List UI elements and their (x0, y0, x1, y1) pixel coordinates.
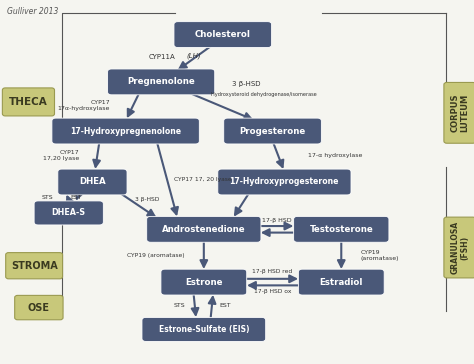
Text: (LH): (LH) (186, 52, 201, 59)
Text: STS: STS (173, 303, 185, 308)
Text: 17-α hydroxylase: 17-α hydroxylase (308, 153, 363, 158)
Text: STS: STS (41, 195, 53, 200)
Text: STROMA: STROMA (11, 261, 57, 271)
Text: Cholesterol: Cholesterol (195, 30, 251, 39)
Text: 17-β HSD red: 17-β HSD red (253, 269, 292, 274)
Text: THECA: THECA (9, 97, 48, 107)
Text: DHEA-S: DHEA-S (52, 209, 86, 217)
FancyBboxPatch shape (299, 269, 384, 295)
FancyBboxPatch shape (58, 169, 127, 195)
FancyBboxPatch shape (161, 269, 246, 295)
Text: Testosterone: Testosterone (310, 225, 373, 234)
FancyBboxPatch shape (34, 201, 103, 225)
Text: Estradiol: Estradiol (319, 278, 363, 286)
FancyBboxPatch shape (174, 21, 272, 47)
Text: 3 β-HSD: 3 β-HSD (232, 81, 261, 87)
Text: Hydroxysteroid dehydrogenase/isomerase: Hydroxysteroid dehydrogenase/isomerase (211, 92, 317, 97)
FancyBboxPatch shape (2, 88, 55, 116)
FancyBboxPatch shape (444, 83, 474, 143)
Text: 3 β-HSD: 3 β-HSD (135, 197, 159, 202)
Text: 17-Hydroxypregnenolone: 17-Hydroxypregnenolone (70, 127, 181, 135)
FancyBboxPatch shape (444, 217, 474, 278)
Text: CYP17
17,20 lyase: CYP17 17,20 lyase (44, 150, 80, 161)
Text: Estrone: Estrone (185, 278, 223, 286)
FancyBboxPatch shape (147, 216, 261, 242)
Text: 17-β HSD ox: 17-β HSD ox (254, 289, 291, 294)
FancyBboxPatch shape (6, 253, 63, 279)
Text: Estrone-Sulfate (EIS): Estrone-Sulfate (EIS) (159, 325, 249, 334)
FancyBboxPatch shape (218, 169, 351, 195)
Text: Gulliver 2013: Gulliver 2013 (7, 7, 58, 16)
FancyBboxPatch shape (15, 296, 63, 320)
Text: CYP19
(aromatase): CYP19 (aromatase) (360, 250, 399, 261)
FancyBboxPatch shape (293, 216, 389, 242)
Text: EST: EST (219, 303, 231, 308)
Text: 17-Hydroxyprogesterone: 17-Hydroxyprogesterone (229, 178, 339, 186)
FancyBboxPatch shape (142, 317, 265, 341)
Text: Pregnenolone: Pregnenolone (128, 78, 195, 86)
Text: OSE: OSE (28, 302, 50, 313)
Text: EST: EST (70, 195, 82, 200)
Text: CYP11A: CYP11A (149, 54, 175, 60)
Text: Androstenedione: Androstenedione (162, 225, 246, 234)
Text: CORPUS
LUTEUM: CORPUS LUTEUM (450, 94, 469, 132)
FancyBboxPatch shape (224, 118, 321, 144)
FancyBboxPatch shape (108, 69, 215, 95)
Text: GRANULOSA
(FSH): GRANULOSA (FSH) (450, 221, 469, 274)
Text: Progesterone: Progesterone (239, 127, 306, 135)
Text: CYP17 17, 20 lyase: CYP17 17, 20 lyase (174, 177, 232, 182)
FancyBboxPatch shape (52, 118, 199, 144)
Text: DHEA: DHEA (79, 178, 106, 186)
Text: 17-β HSD: 17-β HSD (263, 218, 292, 223)
Text: CYP17
17α-hydroxylase: CYP17 17α-hydroxylase (58, 100, 110, 111)
Text: CYP19 (aromatase): CYP19 (aromatase) (127, 253, 185, 258)
